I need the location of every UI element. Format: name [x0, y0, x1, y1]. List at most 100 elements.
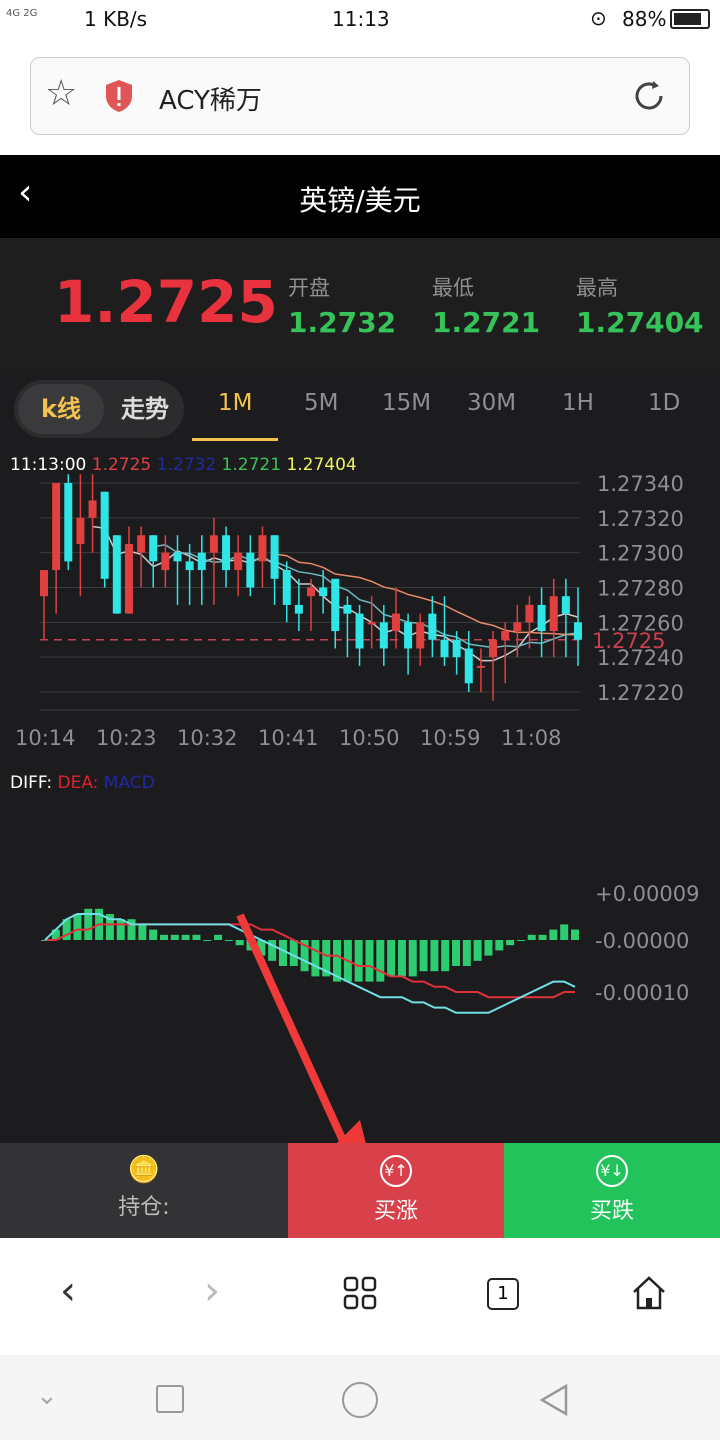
quote-panel: 1.2725 开盘 1.2732 最低 1.2721 最高 1.27404 [0, 238, 720, 370]
macd-bar [430, 940, 439, 972]
browser-back-icon[interactable]: ‹ [60, 1268, 76, 1314]
macd-bar [149, 929, 158, 940]
candle-body [307, 587, 315, 597]
candle-body [88, 500, 97, 518]
candlestick-chart[interactable]: 11:13:00 1.2725 1.2732 1.2721 1.27404 1.… [0, 445, 720, 765]
y-tick-label: 1.27280 [597, 577, 684, 601]
x-tick-label: 10:32 [177, 726, 238, 750]
candle-body [476, 665, 485, 668]
candle-body [173, 552, 182, 562]
macd-bar [473, 940, 482, 961]
tab-period-5m[interactable]: 5M [304, 390, 339, 416]
battery-percent: 88% [622, 7, 667, 31]
tab-period-1m[interactable]: 1M [218, 390, 253, 416]
browser-toolbar: ‹ › 1 [0, 1238, 720, 1355]
yen-down-icon: ¥↓ [596, 1155, 628, 1187]
battery-icon [670, 9, 710, 29]
macd-bar [365, 940, 374, 982]
buy-up-label: 买涨 [373, 1199, 418, 1224]
candle-body [367, 622, 376, 625]
candle-body [100, 491, 109, 579]
macd-legend: DIFF: DEA: MACD [10, 773, 155, 793]
macd-bar [495, 940, 504, 951]
ma20-line [274, 553, 579, 636]
legend-time: 11:13:00 [10, 455, 87, 475]
status-bar: 4G 2G 1 KB/s 11:13 ⊙ 88% [0, 0, 720, 38]
x-tick-label: 10:59 [420, 726, 481, 750]
star-icon[interactable]: ☆ [45, 73, 78, 114]
candle-body [379, 622, 388, 649]
candle-body [76, 517, 85, 544]
tab-period-15m[interactable]: 15M [382, 390, 432, 416]
collapse-icon[interactable]: ⌄ [36, 1381, 58, 1411]
candle-body [489, 639, 498, 658]
home-icon[interactable] [630, 1274, 668, 1312]
candle-body [501, 631, 510, 640]
position-button[interactable]: 🪙 持仓: [0, 1143, 288, 1238]
open-label: 开盘 [288, 276, 330, 300]
x-tick-label: 11:08 [501, 726, 562, 750]
position-label: 持仓: [118, 1195, 170, 1220]
tab-period-30m[interactable]: 30M [467, 390, 517, 416]
candle-body [161, 552, 170, 571]
browser-address-area: ☆ ACY稀万 [0, 38, 720, 155]
legend-close: 1.2725 [91, 455, 152, 475]
candle-body [246, 552, 255, 588]
candle-body [561, 596, 570, 614]
buy-down-button[interactable]: ¥↓ 买跌 [504, 1143, 720, 1238]
macd-bar [408, 940, 417, 977]
macd-chart[interactable]: DIFF: DEA: MACD +0.00009 -0.00000 -0.00010 [0, 765, 720, 1065]
candle-body [549, 596, 558, 632]
candle-body [452, 639, 461, 658]
candle-body [537, 604, 546, 632]
macd-bar [397, 940, 406, 977]
back-button[interactable]: ‹ [18, 172, 33, 213]
reload-icon[interactable] [631, 78, 667, 114]
buy-up-button[interactable]: ¥↑ 买涨 [288, 1143, 504, 1238]
tab-period-1d[interactable]: 1D [648, 390, 681, 416]
macd-bar [311, 940, 320, 977]
candle-body [525, 604, 534, 623]
menu-grid-icon[interactable] [343, 1276, 377, 1310]
legend-macd: MACD [103, 773, 155, 793]
macd-bar [516, 940, 525, 941]
tabs-count-button[interactable]: 1 [487, 1278, 519, 1310]
macd-bar [181, 934, 190, 940]
macd-bar [192, 934, 201, 940]
tab-trend[interactable]: 走势 [121, 395, 169, 423]
chart-type-toggle: k线 走势 [14, 380, 184, 438]
candle-body [52, 483, 61, 571]
x-tick-label: 10:41 [258, 726, 319, 750]
macd-bar [289, 940, 298, 966]
macd-bar [84, 908, 93, 940]
candle-body [416, 622, 425, 649]
macd-bar [105, 914, 114, 940]
candle-body [428, 613, 437, 640]
tab-period-1h[interactable]: 1H [562, 390, 594, 416]
tab-kline[interactable]: k线 [18, 384, 104, 434]
home-button[interactable] [342, 1382, 378, 1418]
macd-bar [159, 934, 168, 940]
back-button-system[interactable] [538, 1383, 570, 1417]
current-price-label: 1.2725 [592, 629, 665, 653]
trade-action-bar: 🪙 持仓: ¥↑ 买涨 ¥↓ 买跌 [0, 1143, 720, 1238]
macd-bar [560, 924, 569, 940]
address-bar[interactable]: ☆ ACY稀万 [30, 57, 690, 135]
high-value: 1.27404 [576, 306, 704, 339]
macd-bar [419, 940, 428, 972]
candle-body [258, 535, 267, 562]
candle-body [112, 535, 121, 614]
legend-high: 1.27404 [286, 455, 357, 475]
browser-forward-icon[interactable]: › [204, 1268, 220, 1314]
shield-alert-icon[interactable] [103, 78, 135, 114]
legend-diff: DIFF: [10, 773, 53, 793]
candle-body [355, 613, 364, 649]
candle-body [464, 648, 473, 684]
macd-bar [441, 940, 450, 972]
candle-body [440, 639, 449, 658]
macd-bar [506, 940, 515, 946]
rotation-lock-icon: ⊙ [590, 6, 607, 30]
macd-bar [387, 940, 396, 977]
macd-bar [246, 940, 255, 951]
recents-button[interactable] [156, 1385, 184, 1413]
